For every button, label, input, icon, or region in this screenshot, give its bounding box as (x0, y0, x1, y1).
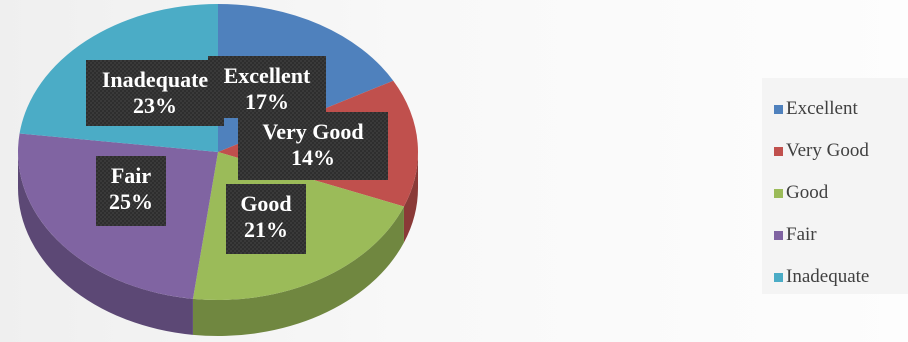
legend-swatch-inadequate (774, 272, 783, 282)
data-label-value-good: 21% (244, 217, 288, 242)
data-label-box-very-good (238, 112, 388, 180)
legend-item-fair: Fair (774, 214, 908, 256)
legend-label-excellent: Excellent (786, 98, 858, 119)
data-label-name-inadequate: Inadequate (102, 67, 209, 92)
legend-label-very-good: Very Good (786, 140, 869, 161)
data-label-name-excellent: Excellent (224, 63, 311, 88)
data-label-value-inadequate: 23% (133, 93, 177, 118)
legend-label-good: Good (786, 182, 829, 203)
legend-item-very-good: Very Good (774, 130, 908, 172)
legend-item-good: Good (774, 172, 908, 214)
legend: Excellent Very Good Good Fair Inadequate (762, 78, 908, 294)
data-label-value-excellent: 17% (245, 89, 289, 114)
legend-swatch-fair (774, 230, 783, 240)
data-label-value-fair: 25% (109, 189, 153, 214)
legend-label-inadequate: Inadequate (786, 266, 870, 287)
slice-side-fair (18, 152, 193, 335)
legend-label-fair: Fair (786, 224, 817, 245)
legend-swatch-good (774, 188, 783, 198)
legend-item-inadequate: Inadequate (774, 256, 908, 298)
data-label-box-excellent (208, 56, 326, 118)
data-label-box-fair (96, 156, 166, 226)
data-label-value-very-good: 14% (291, 145, 335, 170)
slice-side-good (192, 206, 404, 336)
legend-swatch-excellent (774, 104, 783, 114)
data-label-name-very-good: Very Good (262, 119, 363, 144)
legend-swatch-very-good (774, 146, 783, 156)
data-label-name-good: Good (240, 191, 291, 216)
data-label-name-fair: Fair (111, 163, 152, 188)
legend-item-excellent: Excellent (774, 88, 908, 130)
slice-side-very-good (403, 152, 418, 243)
data-label-box-inadequate (86, 60, 224, 126)
data-label-box-good (226, 184, 306, 254)
